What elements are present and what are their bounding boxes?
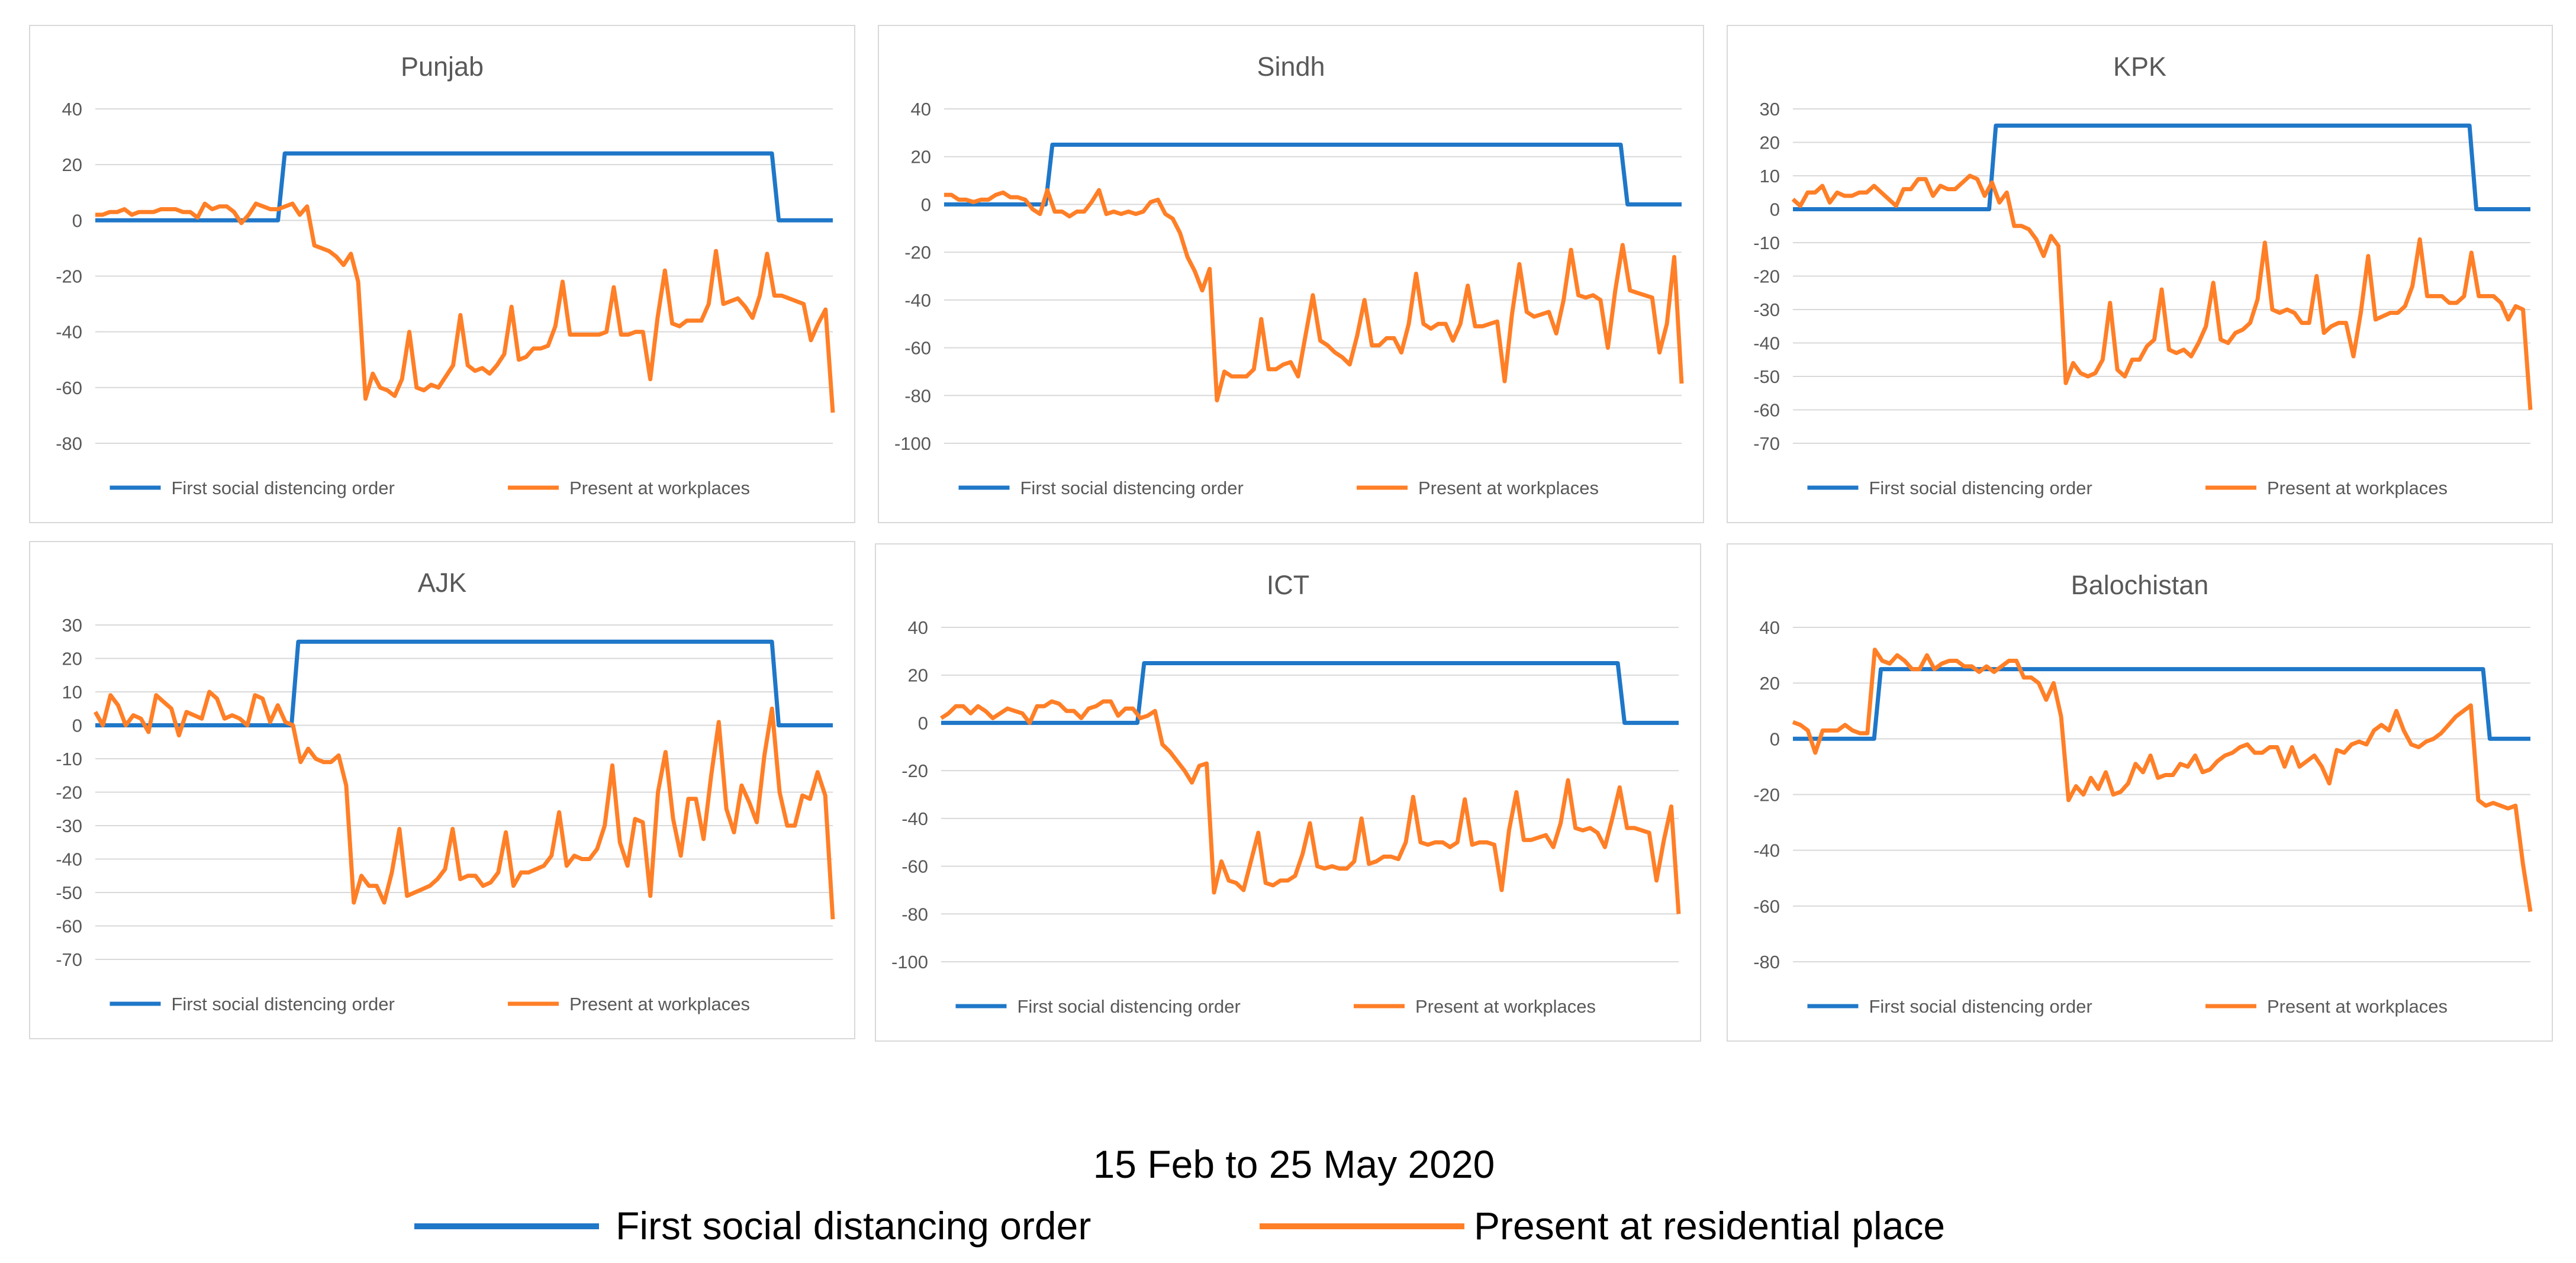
legend-label: Present at workplaces — [1418, 478, 1599, 498]
y-tick-label: 0 — [918, 713, 928, 733]
chart-svg: AJK 30 20 10 0 -10 -20 -30 -40 -50 -60 -70 First soc… — [56, 568, 835, 1014]
y-tick-label: 0 — [921, 194, 931, 215]
y-tick-label: -60 — [1753, 400, 1780, 421]
legend-label: Present at workplaces — [569, 994, 750, 1014]
y-tick-label: -10 — [56, 749, 82, 769]
y-tick-label: -30 — [56, 816, 82, 836]
legend-label: First social distencing order — [1869, 996, 2092, 1017]
y-tick-label: -10 — [1753, 233, 1780, 253]
chart-title: AJK — [418, 568, 467, 598]
chart-svg: Sindh 40 20 0 -20 -40 -60 -80 -100 First social d… — [894, 51, 1684, 498]
chart-svg: ICT 40 20 0 -20 -40 -60 -80 -100 First social dis… — [891, 570, 1681, 1017]
series-line-present-at-workplaces — [1792, 647, 2533, 912]
series-line-present-at-workplaces — [944, 188, 1684, 402]
y-tick-label: -70 — [1753, 433, 1780, 454]
legend-label: First social distencing order — [172, 994, 395, 1014]
y-tick-label: 40 — [911, 99, 931, 120]
chart-svg: KPK 30 20 10 0 -10 -20 -30 -40 -50 -60 -70 First soc… — [1753, 51, 2533, 498]
series-line-first-social-distencing-order — [95, 639, 833, 727]
y-tick-label: -60 — [56, 378, 82, 398]
y-tick-label: -60 — [56, 916, 82, 937]
legend-label: Present at workplaces — [569, 478, 750, 498]
legend-label: First social distencing order — [1020, 478, 1244, 498]
chart-panel-ajk: AJK 30 20 10 0 -10 -20 -30 -40 -50 -60 -70 First soc… — [29, 541, 855, 1039]
series-line-first-social-distencing-order — [941, 661, 1679, 725]
series-line-first-social-distencing-order — [944, 143, 1682, 207]
chart-title: KPK — [2113, 51, 2166, 82]
y-tick-label: -30 — [1753, 299, 1780, 320]
series-line-present-at-workplaces — [940, 699, 1681, 914]
legend-label: First social distencing order — [1869, 478, 2092, 498]
chart-panel-ict: ICT 40 20 0 -20 -40 -60 -80 -100 First social dis… — [875, 543, 1701, 1042]
chart-title: Sindh — [1257, 51, 1325, 82]
y-tick-label: -50 — [56, 882, 82, 903]
chart-panel-kpk: KPK 30 20 10 0 -10 -20 -30 -40 -50 -60 -70 First soc… — [1727, 25, 2553, 523]
footer-legend-order-label: First social distancing order — [616, 1204, 1091, 1248]
y-tick-label: 30 — [1760, 99, 1780, 120]
chart-panel-balochistan: Balochistan 40 20 0 -20 -40 -60 -80 First social… — [1727, 543, 2553, 1042]
footer-legend-residential-label: Present at residential place — [1474, 1204, 1945, 1248]
y-tick-label: -60 — [901, 856, 928, 877]
chart-svg: Balochistan 40 20 0 -20 -40 -60 -80 First social… — [1753, 570, 2533, 1017]
y-tick-label: -20 — [1753, 785, 1780, 806]
y-tick-label: -40 — [1753, 333, 1780, 354]
y-tick-label: -20 — [901, 761, 928, 781]
series-line-first-social-distencing-order — [95, 151, 833, 223]
chart-title: Punjab — [401, 51, 484, 82]
y-tick-label: -20 — [1753, 266, 1780, 287]
chart-panel-sindh: Sindh 40 20 0 -20 -40 -60 -80 -100 First social d… — [878, 25, 1704, 523]
y-tick-label: 20 — [1760, 673, 1780, 694]
y-tick-label: -50 — [1753, 366, 1780, 387]
chart-title: Balochistan — [2071, 570, 2209, 600]
chart-title: ICT — [1267, 570, 1310, 600]
y-tick-label: 40 — [62, 99, 82, 120]
figure-caption: 15 Feb to 25 May 2020 — [1093, 1142, 1495, 1186]
y-tick-label: 40 — [1760, 617, 1780, 638]
y-tick-label: -80 — [904, 385, 931, 406]
y-tick-label: 20 — [911, 147, 931, 167]
y-tick-label: -80 — [1753, 952, 1780, 972]
y-tick-label: -100 — [894, 433, 931, 454]
series-line-present-at-workplaces — [93, 690, 835, 920]
figure-footer: 15 Feb to 25 May 2020 First social dista… — [414, 1142, 1945, 1248]
y-tick-label: -40 — [56, 322, 82, 343]
y-tick-label: 40 — [908, 617, 928, 638]
y-tick-label: -40 — [901, 808, 928, 829]
y-tick-label: -70 — [56, 949, 82, 970]
y-tick-label: -60 — [904, 338, 931, 359]
series-line-present-at-workplaces — [1791, 173, 2533, 410]
y-tick-label: 20 — [62, 649, 82, 669]
series-line-first-social-distencing-order — [1793, 123, 2530, 211]
y-tick-label: 0 — [72, 210, 82, 231]
y-tick-label: 20 — [1760, 133, 1780, 153]
y-tick-label: -80 — [56, 433, 82, 454]
y-tick-label: -20 — [56, 782, 82, 803]
legend-label: Present at workplaces — [2267, 478, 2448, 498]
legend-label: First social distencing order — [172, 478, 395, 498]
series-line-present-at-workplaces — [95, 201, 835, 413]
y-tick-label: 10 — [1760, 166, 1780, 186]
y-tick-label: -20 — [904, 242, 931, 263]
y-tick-label: -40 — [56, 849, 82, 870]
y-tick-label: 0 — [1770, 729, 1780, 749]
y-tick-label: -40 — [904, 290, 931, 311]
y-tick-label: -40 — [1753, 840, 1780, 861]
y-tick-label: -20 — [56, 266, 82, 287]
legend-label: First social distencing order — [1017, 996, 1241, 1017]
y-tick-label: -60 — [1753, 896, 1780, 917]
chart-svg: Punjab 40 20 0 -20 -40 -60 -80 First social dist… — [56, 51, 835, 498]
series-line-first-social-distencing-order — [1793, 667, 2530, 741]
chart-panel-punjab: Punjab 40 20 0 -20 -40 -60 -80 First social dist… — [29, 25, 855, 523]
y-tick-label: 20 — [908, 665, 928, 686]
y-tick-label: -100 — [891, 952, 928, 972]
y-tick-label: -80 — [901, 904, 928, 924]
legend-label: Present at workplaces — [1415, 996, 1596, 1017]
y-tick-label: 20 — [62, 154, 82, 175]
y-tick-label: 30 — [62, 615, 82, 636]
legend-label: Present at workplaces — [2267, 996, 2448, 1017]
y-tick-label: 0 — [1770, 199, 1780, 220]
y-tick-label: 10 — [62, 682, 82, 703]
y-tick-label: 0 — [72, 716, 82, 736]
